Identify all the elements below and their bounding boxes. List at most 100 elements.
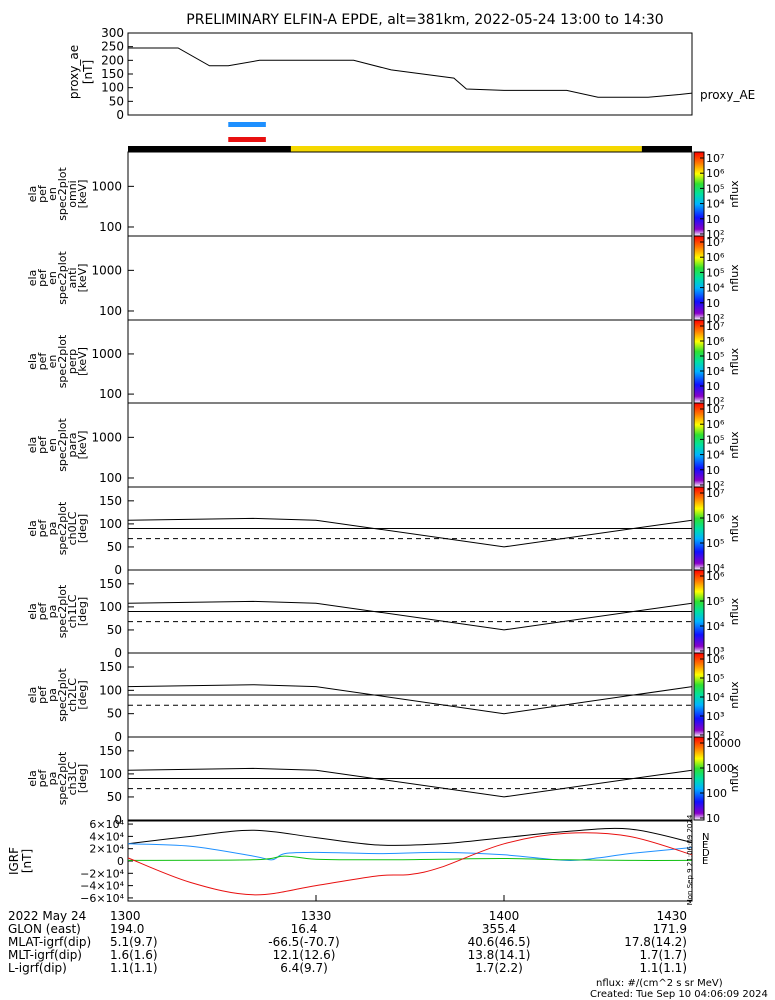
orbit-marker-red xyxy=(228,137,266,142)
info-cell: 40.6(46.5) xyxy=(468,935,531,949)
colorbar-tick-label: 10⁷ xyxy=(706,403,724,416)
colorbar-tick-label: 10⁴ xyxy=(706,620,725,633)
panel-pa-ch0LC: 050100150elapefpaspec2plotch0LC[deg]10⁷1… xyxy=(26,487,741,577)
panel-spec-omni: 1001000elapefenspec2plotomni[keV]10⁷10⁶1… xyxy=(26,152,741,241)
colorbar-tick-label: 10⁶ xyxy=(706,418,725,431)
panel-ytick-label: 150 xyxy=(99,744,122,758)
panel-ytick-label: 0 xyxy=(114,646,122,660)
colorbar xyxy=(694,236,704,320)
panel-frame xyxy=(128,236,692,320)
colorbar xyxy=(694,487,704,570)
panel-frame xyxy=(128,152,692,236)
info-cell: 5.1(9.7) xyxy=(110,935,158,949)
panel-ytick-label: 0 xyxy=(114,563,122,577)
colorbar-label: nflux xyxy=(728,597,741,625)
info-cell: 6.4(9.7) xyxy=(280,961,328,975)
info-cell: L-igrf(dip) xyxy=(8,961,67,975)
igrf-tick-label: 4×10⁴ xyxy=(89,830,124,843)
loss-cone-line xyxy=(128,518,692,547)
info-cell: 1.7(2.2) xyxy=(475,961,523,975)
panel-ytick-label: 1000 xyxy=(91,430,122,444)
colorbar-tick-label: 10⁳ xyxy=(706,297,720,310)
colorbar-tick-label: 100 xyxy=(706,787,727,800)
colorbar-tick-label: 10⁳ xyxy=(706,380,720,393)
figure: PRELIMINARY ELFIN-A EPDE, alt=381km, 202… xyxy=(0,0,775,1000)
colorbar-tick-label: 10000 xyxy=(706,737,741,750)
ae-legend: proxy_AE xyxy=(700,88,755,102)
igrf-series-red xyxy=(128,833,692,895)
colorbar-tick-label: 10⁴ xyxy=(706,449,725,462)
loss-cone-line xyxy=(128,768,692,797)
colorbar xyxy=(694,320,704,403)
colorbar-label: nflux xyxy=(728,431,741,459)
timestamp-stamp: Mon Sep 9 21:06:09 2024 xyxy=(686,814,694,905)
panel-ytick-label: 50 xyxy=(107,540,122,554)
info-cell: 1.1(1.1) xyxy=(110,961,158,975)
panel-spec-para: 100 1000 elapefenspec2plotpara[keV] 10⁷ 10⁶ 1… xyxy=(26,403,741,492)
igrf-series-blue xyxy=(128,844,692,861)
panel-frame xyxy=(128,403,692,487)
igrf-tick-label: 0 xyxy=(117,855,124,868)
ae-tick-label: 150 xyxy=(101,67,124,81)
colorbar-label: nflux xyxy=(728,347,741,375)
igrf-tick-label: −6×10⁴ xyxy=(80,892,124,905)
info-cell: 17.8(14.2) xyxy=(624,935,687,949)
colorbar-tick-label: 10⁵ xyxy=(706,350,724,363)
colorbar-tick-label: 10⁶ xyxy=(706,335,725,348)
panel-pa-ch3LC: 0 50 100 150 elapefpaspec2plotch3LC[deg] 1000… xyxy=(26,737,741,827)
panel-pa-ch2LC: 0 50 100 150 elapefpaspec2plotch2LC[deg] 10⁶ 1… xyxy=(26,653,741,744)
panel-ylabel: [deg] xyxy=(76,597,89,626)
panel-ytick-label: 100 xyxy=(99,683,122,697)
colorbar-label: nflux xyxy=(728,514,741,542)
colorbar-tick-label: 10⁴ xyxy=(706,282,725,295)
colorbar-tick-label: 10⁵ xyxy=(706,537,724,550)
created-footer: Created: Tue Sep 10 04:06:09 2024 xyxy=(590,989,768,1000)
ae-ylabel-units: [nT] xyxy=(81,60,95,84)
info-table: 2022 May 24 1300 1430 GLON (east) 194.0 16.4 3… xyxy=(8,909,687,975)
colorbar-tick-label: 10⁳ xyxy=(706,213,720,226)
ae-tick-label: 100 xyxy=(101,81,124,95)
panel-ytick-label: 150 xyxy=(99,494,122,508)
colorbar-tick-label: 10 xyxy=(706,812,720,825)
orbit-bar-segment xyxy=(642,146,692,152)
loss-cone-line xyxy=(128,601,692,630)
igrf-ylabel: IGRF xyxy=(7,847,21,875)
colorbar-label: nflux xyxy=(728,681,741,709)
info-cell: 16.4 xyxy=(291,922,318,936)
colorbar-label: nflux xyxy=(728,264,741,292)
orbit-bar-segment xyxy=(291,146,642,152)
info-cell: -66.5(-70.7) xyxy=(268,935,339,949)
orbit-marker-blue xyxy=(228,122,266,127)
panel-ytick-label: 100 xyxy=(99,471,122,485)
colorbar-tick-label: 10⁵ xyxy=(706,595,724,608)
info-cell: 1.6(1.6) xyxy=(110,948,158,962)
panel-ylabel: [deg] xyxy=(76,680,89,709)
colorbar-tick-label: 10⁶ xyxy=(706,167,725,180)
colorbar-tick-label: 10⁵ xyxy=(706,433,724,446)
time-axis-label: 1330 xyxy=(301,909,332,923)
colorbar-tick-label: 10⁷ xyxy=(706,487,724,500)
panel-ytick-label: 150 xyxy=(99,660,122,674)
info-cell: 12.1(12.6) xyxy=(273,948,336,962)
info-cell: 1430 xyxy=(656,909,687,923)
info-cell: 13.8(14.1) xyxy=(468,948,531,962)
panel-ylabel: [deg] xyxy=(76,514,89,543)
info-cell: MLT-igrf(dip) xyxy=(8,948,82,962)
panel-ytick-label: 50 xyxy=(107,623,122,637)
ae-tick-label: 200 xyxy=(101,53,124,67)
info-cell: MLAT-igrf(dip) xyxy=(8,935,91,949)
colorbar-tick-label: 10⁴ xyxy=(706,691,725,704)
panel-ytick-label: 50 xyxy=(107,707,122,721)
colorbar-tick-label: 10⁶ xyxy=(706,512,725,525)
colorbar-tick-label: 10⁶ xyxy=(706,251,725,264)
colorbar xyxy=(694,737,704,820)
igrf-ylabel-units: [nT] xyxy=(20,849,34,873)
colorbar-tick-label: 10⁳ xyxy=(706,464,720,477)
units-footer: nflux: #/(cm^2 s sr MeV) xyxy=(596,978,723,989)
panel-ytick-label: 100 xyxy=(99,304,122,318)
panel-ylabel: [deg] xyxy=(76,764,89,793)
igrf-series-black xyxy=(128,828,692,845)
panel-ytick-label: 50 xyxy=(107,790,122,804)
colorbar-tick-label: 10⁷ xyxy=(706,320,724,333)
ae-tick-label: 300 xyxy=(101,26,124,40)
